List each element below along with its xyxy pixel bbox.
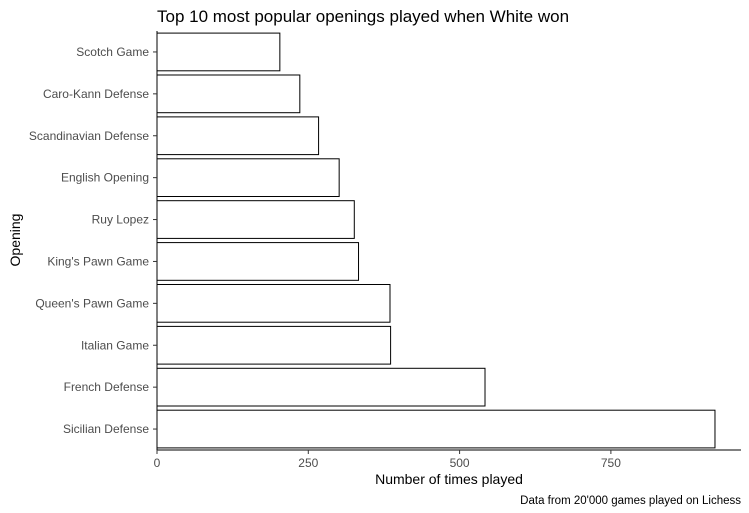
bar-english-opening <box>156 158 340 198</box>
y-axis-title: Opening <box>7 214 23 267</box>
bar-scandinavian-defense <box>156 116 320 156</box>
y-tick-label-king-s-pawn-game: King's Pawn Game <box>47 254 149 268</box>
x-axis-ticks: 0 250 500 750 <box>154 450 621 470</box>
bar-italian-game <box>156 325 392 365</box>
bar-french-defense <box>156 367 486 407</box>
x-tick-label-750: 750 <box>601 456 621 470</box>
x-axis-title: Number of times played <box>375 471 523 487</box>
y-tick-label-caro-kann-defense: Caro-Kann Defense <box>43 87 149 101</box>
bars-layer <box>156 32 716 449</box>
bar-queen-s-pawn-game <box>156 283 391 323</box>
bar-sicilian-defense <box>156 409 716 449</box>
y-tick-label-queen-s-pawn-game: Queen's Pawn Game <box>35 296 149 310</box>
y-axis-ticks: Sicilian Defense French Defense Italian Ga… <box>29 45 157 436</box>
y-tick-label-english-opening: English Opening <box>61 171 149 185</box>
x-tick-label-250: 250 <box>298 456 318 470</box>
bar-caro-kann-defense <box>156 74 301 114</box>
bar-ruy-lopez <box>156 200 355 239</box>
bar-scotch-game <box>156 32 281 72</box>
x-tick-label-0: 0 <box>154 456 161 470</box>
y-tick-label-ruy-lopez: Ruy Lopez <box>92 213 149 227</box>
x-tick-label-500: 500 <box>450 456 470 470</box>
bar-king-s-pawn-game <box>156 242 360 281</box>
y-tick-label-sicilian-defense: Sicilian Defense <box>63 422 149 436</box>
y-tick-label-italian-game: Italian Game <box>81 338 149 352</box>
chart-caption: Data from 20'000 games played on Lichess <box>520 495 741 507</box>
y-tick-label-french-defense: French Defense <box>64 380 150 394</box>
chart-title: Top 10 most popular openings played when… <box>157 7 569 26</box>
y-tick-label-scotch-game: Scotch Game <box>76 45 149 59</box>
y-tick-label-scandinavian-defense: Scandinavian Defense <box>29 129 149 143</box>
